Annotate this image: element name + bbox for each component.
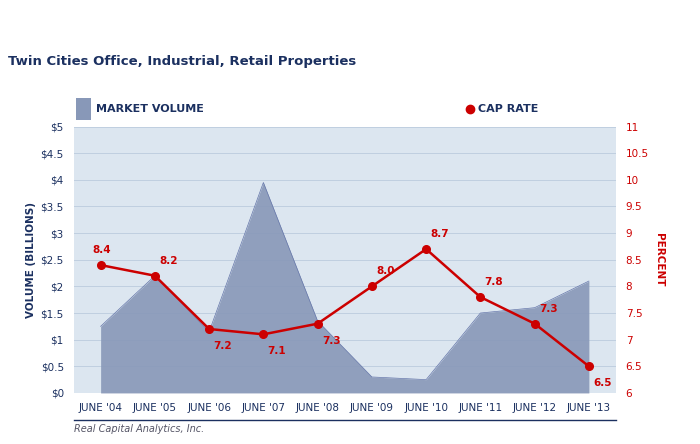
Text: 7.2: 7.2 (214, 341, 232, 351)
Text: 6.5: 6.5 (593, 378, 612, 388)
Text: Real Capital Analytics, Inc.: Real Capital Analytics, Inc. (74, 424, 204, 434)
Y-axis label: VOLUME (BILLIONS): VOLUME (BILLIONS) (27, 202, 36, 318)
Text: Twin Cities Office, Industrial, Retail Properties: Twin Cities Office, Industrial, Retail P… (8, 56, 356, 68)
Text: SALES VOLUME AND CAPITALIZATION RATES (Rolling 12-Mo. Total): SALES VOLUME AND CAPITALIZATION RATES (R… (8, 16, 606, 31)
Bar (76, 98, 92, 120)
Text: 8.7: 8.7 (430, 229, 449, 239)
Text: 7.3: 7.3 (322, 336, 341, 346)
Y-axis label: PERCENT: PERCENT (654, 233, 664, 286)
Text: 8.0: 8.0 (376, 266, 395, 277)
Text: 7.8: 7.8 (484, 277, 503, 287)
Text: 7.1: 7.1 (267, 346, 286, 357)
Text: CAP RATE: CAP RATE (477, 104, 538, 114)
Text: 8.2: 8.2 (159, 256, 178, 266)
Text: 8.4: 8.4 (92, 245, 111, 255)
Text: MARKET VOLUME: MARKET VOLUME (97, 104, 204, 114)
Text: 7.3: 7.3 (539, 304, 558, 314)
